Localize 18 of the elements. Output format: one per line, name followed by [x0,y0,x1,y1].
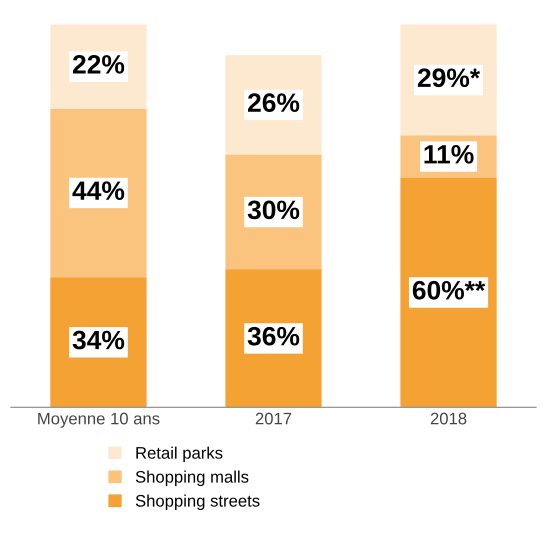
data-label: 26% [248,93,300,112]
data-label: 36% [248,326,300,346]
bar [400,178,497,408]
x-tick-label: Moyenne 10 ans [38,412,160,428]
data-label: 22% [72,55,124,74]
legend-label: Retail parks [136,446,222,462]
x-tick-label: 2017 [256,412,292,424]
data-label: 60%** [412,280,486,300]
data-label: 44% [72,181,124,200]
legend-label: Shopping malls [136,470,248,486]
legend-label: Shopping streets [136,494,260,510]
bar [50,108,147,278]
bar [225,270,322,408]
data-label: 30% [248,200,300,220]
data-label: 29%* [418,68,480,88]
x-tick-label: 2018 [430,412,466,424]
data-label: 11% [424,145,474,164]
data-label: 34% [72,330,124,350]
